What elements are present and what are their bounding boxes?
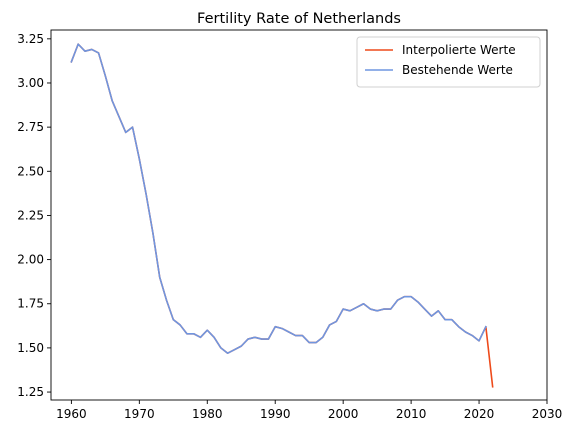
x-tick-label-4: 2000 [328,407,359,421]
y-tick-label-2: 1.75 [17,297,44,311]
x-tick-label-3: 1990 [260,407,291,421]
y-tick-label-5: 2.50 [17,164,44,178]
y-tick-label-7: 3.00 [17,76,44,90]
y-tick-label-6: 2.75 [17,120,44,134]
x-tick-label-2: 1980 [192,407,223,421]
series-layer [70,43,494,388]
y-tick-label-8: 3.25 [17,32,44,46]
x-tick-label-1: 1970 [124,407,155,421]
x-tick-label-7: 2030 [532,407,563,421]
series-line-1 [70,43,487,355]
x-tick-label-5: 2010 [396,407,427,421]
legend-label-0: Interpolierte Werte [402,43,516,57]
x-tick-label-6: 2020 [464,407,495,421]
y-tick-label-0: 1.25 [17,385,44,399]
y-axis: 1.25 1.50 1.75 2.00 2.25 2.50 2.75 3.00 3.25 [17,32,51,399]
legend: Interpolierte Werte Bestehende Werte [356,36,541,88]
x-axis: 1960 1970 1980 1990 2000 2010 2020 2030 [56,400,562,421]
y-tick-label-1: 1.50 [17,341,44,355]
legend-label-1: Bestehende Werte [402,63,513,77]
y-tick-label-3: 2.00 [17,253,44,267]
chart-title: Fertility Rate of Netherlands [197,11,401,27]
x-tick-label-0: 1960 [56,407,87,421]
legend-box [356,36,541,88]
y-tick-label-4: 2.25 [17,208,44,222]
